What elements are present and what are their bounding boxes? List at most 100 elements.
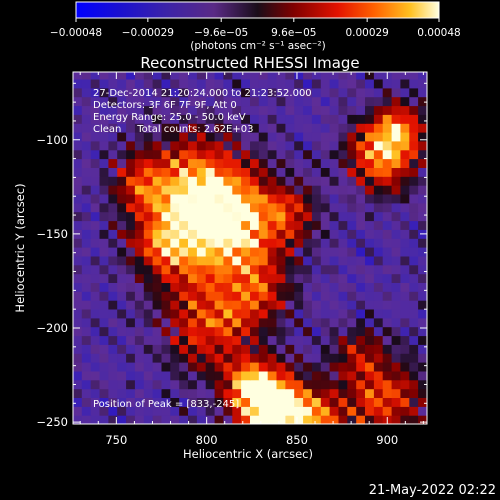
heatmap-cell: [170, 238, 180, 248]
heatmap-cell: [73, 247, 83, 257]
heatmap-cell: [179, 282, 189, 292]
heatmap-cell: [241, 362, 251, 372]
heatmap-cell: [285, 362, 295, 372]
heatmap-cell: [311, 132, 322, 142]
heatmap-cell: [276, 185, 286, 195]
heatmap-cell: [427, 167, 437, 176]
heatmap-cell: [311, 220, 322, 230]
heatmap-cell: [81, 379, 92, 390]
heatmap-cell: [320, 406, 331, 416]
heatmap-cell: [152, 176, 163, 186]
heatmap-cell: [179, 220, 189, 230]
heatmap-cell: [223, 158, 233, 168]
heatmap-cell: [73, 149, 83, 160]
heatmap-cell: [134, 96, 145, 107]
heatmap-cell: [117, 317, 127, 328]
heatmap-cell: [205, 185, 216, 195]
heatmap-cell: [382, 309, 393, 319]
heatmap-cell: [258, 123, 269, 133]
heatmap-cell: [223, 220, 233, 230]
heatmap-cell: [338, 362, 348, 372]
heatmap-cell: [427, 353, 437, 362]
heatmap-cell: [418, 264, 427, 275]
heatmap-cell: [232, 273, 242, 283]
heatmap-cell: [356, 415, 366, 424]
heatmap-cell: [267, 114, 278, 124]
heatmap-cell: [320, 105, 331, 115]
heatmap-cell: [134, 264, 145, 275]
heatmap-cell: [90, 406, 101, 416]
heatmap-cell: [161, 229, 171, 239]
heatmap-cell: [320, 96, 331, 107]
heatmap-cell: [223, 326, 233, 337]
heatmap-cell: [161, 300, 171, 310]
heatmap-cell: [126, 202, 136, 213]
heatmap-cell: [382, 132, 393, 142]
heatmap-cell: [267, 309, 278, 319]
heatmap-cell: [117, 397, 127, 407]
heatmap-cell: [188, 140, 198, 151]
heatmap-cell: [241, 79, 251, 89]
heatmap-cell: [258, 105, 269, 115]
heatmap-cell: [152, 353, 163, 363]
heatmap-cell: [365, 220, 375, 230]
heatmap-cell: [223, 202, 233, 213]
heatmap-cell: [356, 282, 366, 292]
heatmap-cell: [258, 344, 269, 354]
heatmap-cell: [241, 326, 251, 337]
heatmap-cell: [90, 397, 101, 407]
heatmap-cell: [214, 247, 225, 257]
heatmap-cell: [99, 397, 109, 407]
heatmap-cell: [205, 202, 216, 213]
heatmap-cell: [267, 123, 278, 133]
heatmap-cell: [108, 149, 118, 160]
heatmap-cell: [152, 72, 163, 80]
heatmap-cell: [320, 255, 331, 266]
heatmap-cell: [294, 335, 304, 345]
heatmap-cell: [409, 388, 419, 398]
heatmap-cell: [285, 388, 295, 398]
heatmap-cell: [81, 114, 92, 124]
heatmap-cell: [382, 176, 393, 186]
heatmap-cell: [250, 211, 260, 222]
heatmap-cell: [90, 264, 101, 275]
heatmap-cell: [276, 317, 286, 328]
heatmap-cell: [179, 247, 189, 257]
heatmap-cell: [170, 388, 180, 398]
heatmap-cell: [400, 96, 410, 107]
heatmap-cell: [329, 194, 340, 204]
heatmap-cell: [347, 132, 357, 142]
heatmap-cell: [232, 264, 242, 275]
heatmap-cell: [250, 176, 260, 186]
heatmap-cell: [241, 185, 251, 195]
heatmap-cell: [126, 220, 136, 230]
heatmap-cell: [294, 114, 304, 124]
heatmap-cell: [409, 238, 419, 248]
heatmap-cell: [134, 140, 145, 151]
heatmap-cell: [373, 300, 384, 310]
heatmap-cell: [365, 397, 375, 407]
heatmap-cell: [117, 247, 127, 257]
heatmap-cell: [418, 176, 427, 186]
heatmap-cell: [152, 309, 163, 319]
heatmap-cell: [232, 96, 242, 107]
heatmap-cell: [134, 220, 145, 230]
heatmap-cell: [126, 185, 136, 195]
heatmap-cell: [161, 123, 171, 133]
heatmap-cell: [205, 140, 216, 151]
heatmap-cell: [338, 229, 348, 239]
heatmap-cell: [338, 185, 348, 195]
heatmap-cell: [427, 389, 437, 398]
heatmap-cell: [338, 326, 348, 337]
heatmap-cell: [373, 397, 384, 407]
heatmap-cell: [143, 185, 154, 195]
heatmap-cell: [126, 229, 136, 239]
heatmap-cell: [99, 87, 109, 98]
heatmap-cell: [214, 326, 225, 337]
heatmap-cell: [338, 415, 348, 424]
heatmap-cell: [294, 415, 304, 424]
heatmap-cell: [267, 220, 278, 230]
heatmap-cell: [347, 273, 357, 283]
heatmap-cell: [81, 353, 92, 363]
heatmap-cell: [196, 176, 207, 186]
